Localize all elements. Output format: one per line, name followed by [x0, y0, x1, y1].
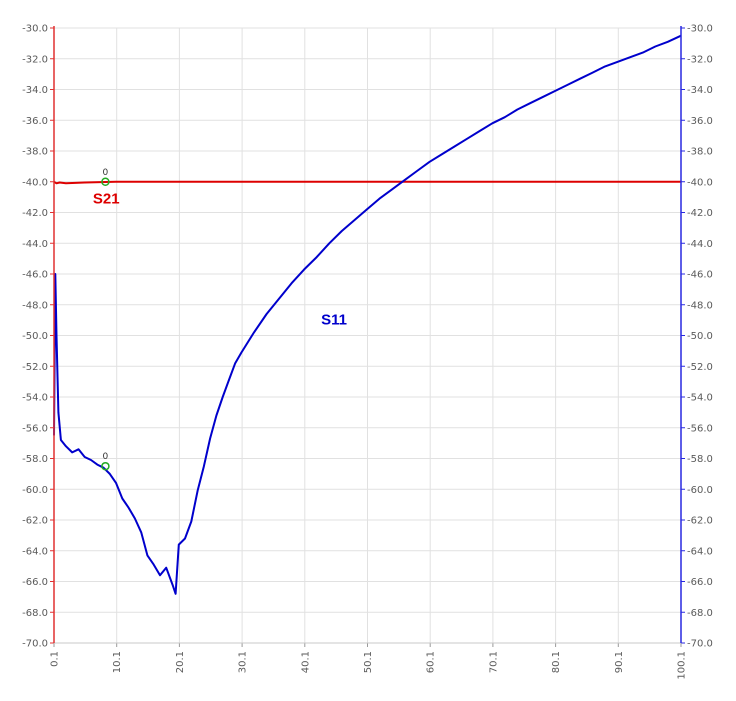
x-tick-label: 70.1 — [488, 651, 499, 673]
series-label-s11: S11 — [321, 312, 347, 329]
y-tick-label-left: -34.0 — [22, 85, 48, 96]
y-tick-label-right: -30.0 — [687, 24, 713, 35]
y-tick-label-left: -40.0 — [22, 177, 48, 188]
y-tick-label-right: -48.0 — [687, 300, 713, 311]
y-tick-label-right: -66.0 — [687, 577, 713, 588]
series-line-s21 — [53, 180, 681, 185]
y-tick-label-right: -56.0 — [687, 423, 713, 434]
series-label-s21: S21 — [93, 190, 120, 207]
y-tick-label-right: -52.0 — [687, 362, 713, 373]
marker-label-s21: 0 — [103, 168, 109, 178]
x-tick-label: 80.1 — [551, 651, 562, 673]
y-tick-label-left: -38.0 — [22, 147, 48, 158]
y-tick-label-right: -34.0 — [687, 85, 713, 96]
y-tick-label-right: -62.0 — [687, 516, 713, 527]
marker-point-s11[interactable] — [101, 461, 110, 471]
y-tick-label-left: -68.0 — [22, 608, 48, 619]
x-tick-label: 40.1 — [300, 651, 311, 673]
x-tick-label: 0.1 — [50, 651, 61, 667]
y-tick-label-left: -60.0 — [22, 485, 48, 496]
y-tick-label-right: -50.0 — [687, 331, 713, 342]
y-tick-label-right: -64.0 — [687, 546, 713, 557]
y-tick-label-right: -36.0 — [687, 116, 713, 127]
y-tick-label-right: -54.0 — [687, 393, 713, 404]
y-tick-label-left: -54.0 — [22, 393, 48, 404]
x-tick-label: 60.1 — [426, 651, 437, 673]
label-layer: -30.0 -30.0 -32.0 -32.0 -34.0 -34.0 -36.0 -36.0… — [22, 24, 713, 680]
x-tick-label: 90.1 — [614, 651, 625, 673]
y-tick-label-left: -52.0 — [22, 362, 48, 373]
marker-label-s11: 0 — [103, 452, 109, 462]
y-tick-label-left: -62.0 — [22, 516, 48, 527]
y-tick-label-left: -42.0 — [22, 208, 48, 219]
y-tick-label-left: -56.0 — [22, 423, 48, 434]
series-layer — [53, 34, 682, 595]
y-tick-label-right: -68.0 — [687, 608, 713, 619]
x-tick-label: 100.1 — [677, 651, 688, 680]
series-line-s11 — [53, 34, 682, 595]
grid-layer — [53, 27, 682, 644]
y-tick-label-left: -48.0 — [22, 300, 48, 311]
y-tick-label-left: -32.0 — [22, 54, 48, 65]
y-tick-label-right: -46.0 — [687, 270, 713, 281]
y-tick-label-right: -70.0 — [687, 639, 713, 650]
x-tick-label: 30.1 — [238, 651, 249, 673]
y-tick-label-left: -50.0 — [22, 331, 48, 342]
marker-point-s21[interactable] — [101, 177, 110, 186]
y-tick-label-right: -60.0 — [687, 485, 713, 496]
y-tick-label-right: -32.0 — [687, 54, 713, 65]
y-tick-label-left: -46.0 — [22, 270, 48, 281]
y-tick-label-left: -58.0 — [22, 454, 48, 465]
y-tick-label-left: -64.0 — [22, 546, 48, 557]
y-tick-label-right: -38.0 — [687, 147, 713, 158]
y-tick-label-right: -58.0 — [687, 454, 713, 465]
x-tick-label: 10.1 — [112, 651, 123, 673]
y-tick-label-left: -70.0 — [22, 639, 48, 650]
y-tick-label-left: -66.0 — [22, 577, 48, 588]
y-tick-label-right: -42.0 — [687, 208, 713, 219]
axis-layer — [50, 26, 685, 647]
y-tick-label-right: -40.0 — [687, 177, 713, 188]
y-tick-label-left: -30.0 — [22, 24, 48, 35]
x-tick-label: 20.1 — [175, 651, 186, 673]
y-tick-label-left: -36.0 — [22, 116, 48, 127]
y-tick-label-right: -44.0 — [687, 239, 713, 250]
x-tick-label: 50.1 — [363, 651, 374, 673]
y-tick-label-left: -44.0 — [22, 239, 48, 250]
